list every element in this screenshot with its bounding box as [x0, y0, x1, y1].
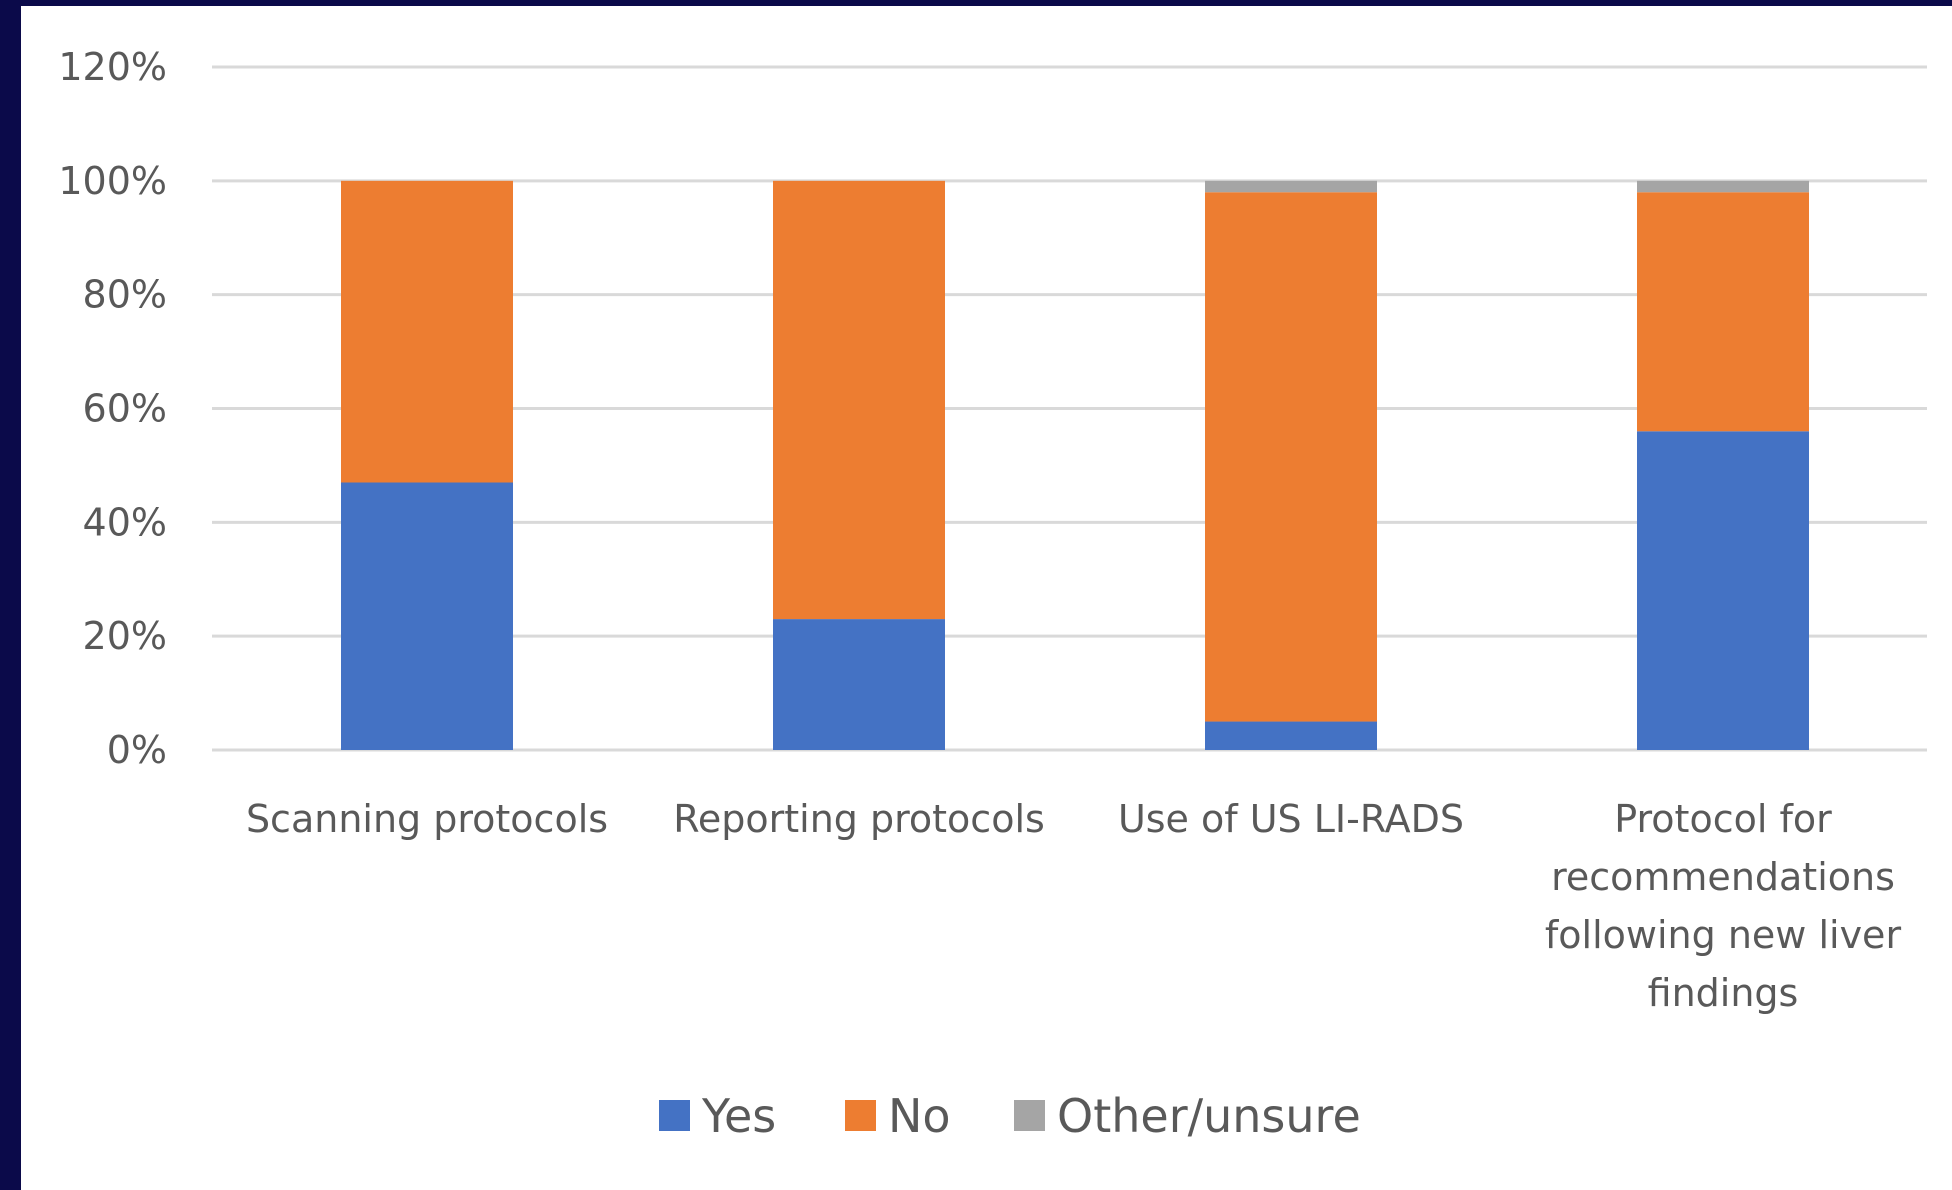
y-axis-ticks: 0% 20% 40% 60% 80% 100% 120%: [58, 45, 167, 772]
bar-other-unsure-3: [1205, 180, 1377, 193]
y-tick-label: 40%: [83, 500, 167, 544]
legend-swatch-no: [845, 1100, 876, 1131]
y-tick-label: 120%: [58, 45, 167, 89]
bar-other-unsure-4: [1637, 180, 1809, 193]
legend-swatch-other-unsure: [1014, 1100, 1045, 1131]
y-tick-label: 100%: [58, 159, 167, 203]
x-category-label: findings: [1648, 971, 1799, 1015]
bar-yes-4: [1637, 431, 1809, 750]
x-category-label: Reporting protocols: [673, 797, 1045, 841]
legend-label: Other/unsure: [1057, 1089, 1361, 1143]
y-tick-label: 20%: [83, 614, 167, 658]
chart-panel: 0% 20% 40% 60% 80% 100% 120% Scanning protocol…: [21, 6, 1952, 1190]
legend-label: No: [888, 1089, 951, 1143]
bar-yes-3: [1205, 721, 1377, 750]
stacked-bar-chart: 0% 20% 40% 60% 80% 100% 120% Scanning protocol…: [58, 45, 1927, 1143]
bar-no-3: [1205, 192, 1377, 722]
x-category-label: following new liver: [1545, 913, 1902, 957]
bar-yes-2: [773, 619, 945, 750]
x-category-label: recommendations: [1551, 855, 1895, 899]
bar-no-1: [341, 180, 513, 483]
bar-no-4: [1637, 192, 1809, 432]
bars: [341, 180, 1809, 750]
x-category-label: Protocol for: [1614, 797, 1832, 841]
legend-swatch-yes: [659, 1100, 690, 1131]
x-axis-categories: Scanning protocols Reporting protocols Use…: [246, 797, 1902, 1015]
bar-yes-1: [341, 482, 513, 750]
y-tick-label: 0%: [107, 728, 167, 772]
legend-label: Yes: [701, 1089, 776, 1143]
legend: Yes No Other/unsure: [659, 1089, 1361, 1143]
bar-no-2: [773, 180, 945, 620]
x-category-label: Use of US LI-RADS: [1118, 797, 1464, 841]
y-tick-label: 80%: [83, 273, 167, 317]
x-category-label: Scanning protocols: [246, 797, 608, 841]
y-tick-label: 60%: [83, 387, 167, 431]
